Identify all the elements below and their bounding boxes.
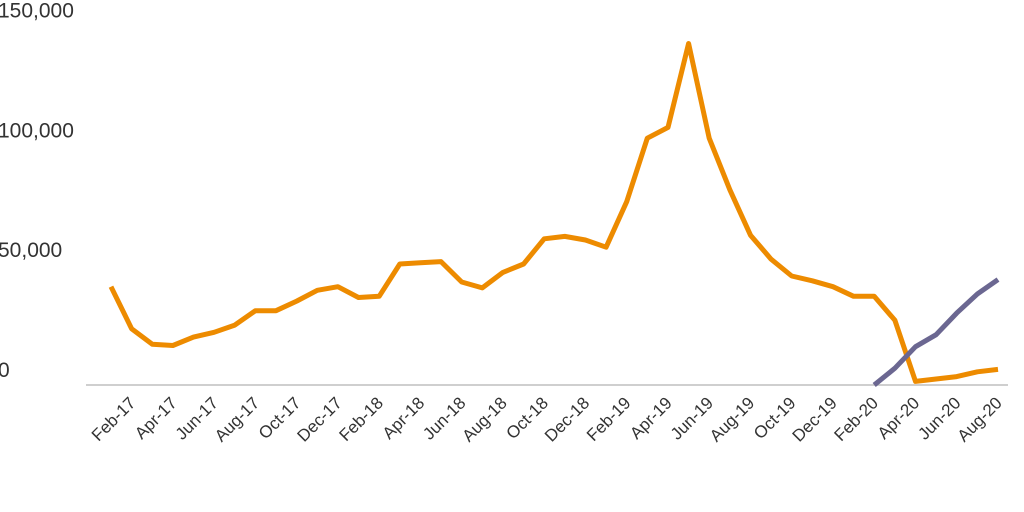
x-tick-label: Feb-17 xyxy=(88,393,140,445)
y-tick-label: 0 xyxy=(0,359,10,382)
x-tick-label: Aug-18 xyxy=(459,393,511,445)
series-layer xyxy=(108,41,1000,387)
x-tick-label: Apr-18 xyxy=(379,393,429,443)
x-tick-label: Aug-19 xyxy=(706,393,758,445)
x-tick-label: Apr-17 xyxy=(131,393,181,443)
x-tick-label: Feb-18 xyxy=(335,393,387,445)
x-tick-label: Dec-19 xyxy=(789,393,841,445)
x-tick-label: Apr-20 xyxy=(874,393,924,443)
series-line-2 xyxy=(872,277,1000,387)
x-tick-label: Dec-17 xyxy=(294,393,346,445)
y-tick-label: 150,000 xyxy=(0,0,74,23)
series-line-1 xyxy=(108,41,999,384)
y-tick-label: 100,000 xyxy=(0,119,74,142)
x-tick-label: Dec-18 xyxy=(541,393,593,445)
x-tick-label: Apr-19 xyxy=(626,393,676,443)
x-tick-label: Feb-20 xyxy=(831,393,883,445)
x-tick-label: Feb-19 xyxy=(583,393,635,445)
y-tick-label: 50,000 xyxy=(0,239,62,262)
x-axis-tick-labels: Feb-17Apr-17Jun-17Aug-17Oct-17Dec-17Feb-… xyxy=(88,393,1006,445)
x-tick-label: Aug-17 xyxy=(211,393,263,445)
x-tick-label: Aug-20 xyxy=(954,393,1006,445)
y-axis-tick-labels: 0 50,000 100,000 150,000 xyxy=(0,0,74,382)
